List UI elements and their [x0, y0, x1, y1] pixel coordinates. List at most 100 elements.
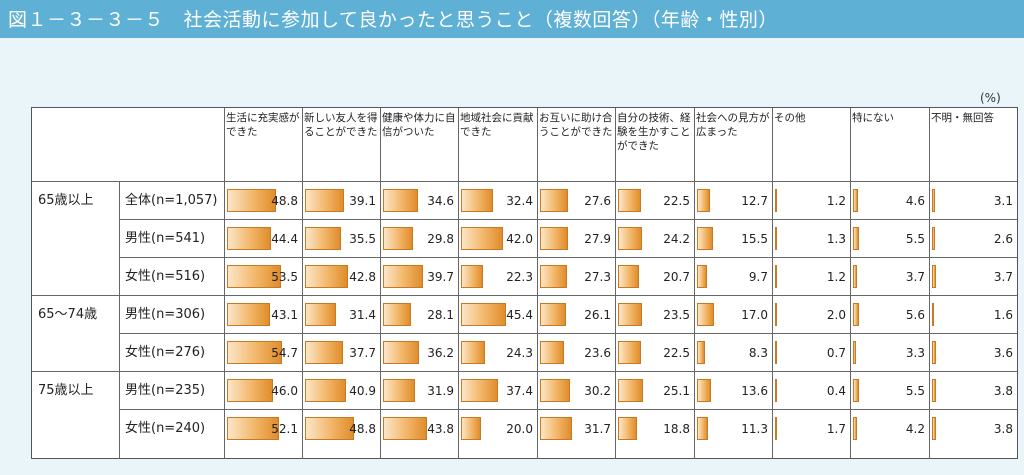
column-divider	[694, 108, 695, 458]
column-divider	[929, 108, 930, 458]
row-label: 全体(n=1,057)	[125, 193, 218, 208]
value-label: 1.7	[826, 422, 846, 436]
value-label: 24.2	[663, 232, 690, 246]
bar	[853, 341, 857, 364]
value-label: 28.1	[427, 308, 454, 322]
value-label: 3.7	[905, 270, 925, 284]
bar	[540, 227, 568, 250]
bar	[461, 341, 486, 364]
bar	[932, 341, 936, 364]
value-label: 27.3	[584, 270, 611, 284]
value-label: 0.7	[826, 346, 846, 360]
bar	[540, 417, 572, 440]
bar	[305, 379, 346, 402]
value-label: 22.3	[506, 270, 533, 284]
bar	[461, 303, 507, 326]
value-label: 2.0	[826, 308, 846, 322]
bar	[383, 303, 412, 326]
value-label: 1.2	[826, 270, 846, 284]
bar	[775, 379, 777, 402]
value-label: 8.3	[748, 346, 768, 360]
column-header: 地域社会に貢献できた	[460, 112, 534, 138]
bar	[618, 227, 643, 250]
value-label: 11.3	[741, 422, 768, 436]
group-label: 65～74歳	[38, 307, 98, 322]
bar	[227, 303, 271, 326]
column-divider	[119, 181, 120, 458]
bar	[697, 189, 710, 212]
value-label: 27.9	[584, 232, 611, 246]
value-label: 5.5	[905, 232, 925, 246]
bar	[932, 189, 936, 212]
value-label: 43.8	[427, 422, 454, 436]
row-divider	[119, 333, 1017, 334]
group-divider	[32, 295, 1017, 296]
value-label: 43.1	[271, 308, 298, 322]
bar	[461, 417, 481, 440]
value-label: 9.7	[748, 270, 768, 284]
bar	[697, 417, 709, 440]
value-label: 34.6	[427, 194, 454, 208]
bar	[697, 265, 707, 288]
value-label: 4.6	[905, 194, 925, 208]
column-header: 健康や体力に自信がついた	[382, 112, 456, 138]
column-header: 特にない	[852, 112, 894, 124]
bar	[618, 303, 642, 326]
value-label: 1.3	[826, 232, 846, 246]
bar	[853, 303, 859, 326]
value-label: 5.5	[905, 384, 925, 398]
value-label: 3.8	[993, 422, 1013, 436]
bar	[540, 379, 571, 402]
value-label: 37.4	[506, 384, 533, 398]
value-label: 31.4	[349, 308, 376, 322]
value-label: 1.2	[826, 194, 846, 208]
column-divider	[537, 108, 538, 458]
value-label: 5.6	[905, 308, 925, 322]
column-divider	[380, 108, 381, 458]
bar	[932, 379, 936, 402]
value-label: 3.8	[993, 384, 1013, 398]
value-label: 0.4	[826, 384, 846, 398]
bar	[775, 189, 777, 212]
bar	[540, 189, 568, 212]
value-label: 48.8	[349, 422, 376, 436]
bar	[775, 265, 777, 288]
column-divider	[772, 108, 773, 458]
column-header: 自分の技術、経験を生かすことができた	[617, 112, 691, 152]
unit-label: (%)	[980, 91, 1001, 105]
value-label: 39.1	[349, 194, 376, 208]
chart-title: 図１－３－３－５ 社会活動に参加して良かったと思うこと（複数回答）（年齢・性別）	[8, 9, 778, 31]
bar	[853, 265, 857, 288]
row-divider	[119, 409, 1017, 410]
data-table: 生活に充実感ができた 新しい友人を得ることができた 健康や体力に自信がついた 地域社会…	[31, 107, 1018, 459]
value-label: 26.1	[584, 308, 611, 322]
value-label: 31.9	[427, 384, 454, 398]
bar	[853, 189, 858, 212]
value-label: 32.4	[506, 194, 533, 208]
value-label: 18.8	[663, 422, 690, 436]
value-label: 2.6	[993, 232, 1013, 246]
bar	[227, 341, 282, 364]
value-label: 15.5	[741, 232, 768, 246]
value-label: 54.7	[271, 346, 298, 360]
bar	[305, 341, 343, 364]
title-bar: 図１－３－３－５ 社会活動に参加して良かったと思うこと（複数回答）（年齢・性別）	[0, 0, 1024, 38]
value-label: 3.1	[993, 194, 1013, 208]
value-label: 22.5	[663, 194, 690, 208]
header-divider	[32, 181, 1017, 182]
bar	[697, 379, 711, 402]
bar	[540, 265, 568, 288]
column-header: 社会への見方が広まった	[696, 112, 770, 138]
value-label: 30.2	[584, 384, 611, 398]
bar	[227, 379, 273, 402]
bar	[227, 417, 280, 440]
value-label: 25.1	[663, 384, 690, 398]
value-label: 3.7	[993, 270, 1013, 284]
bar	[383, 341, 420, 364]
bar	[853, 379, 859, 402]
value-label: 12.7	[741, 194, 768, 208]
bar	[383, 417, 427, 440]
value-label: 17.0	[741, 308, 768, 322]
value-label: 35.5	[349, 232, 376, 246]
value-label: 20.0	[506, 422, 533, 436]
